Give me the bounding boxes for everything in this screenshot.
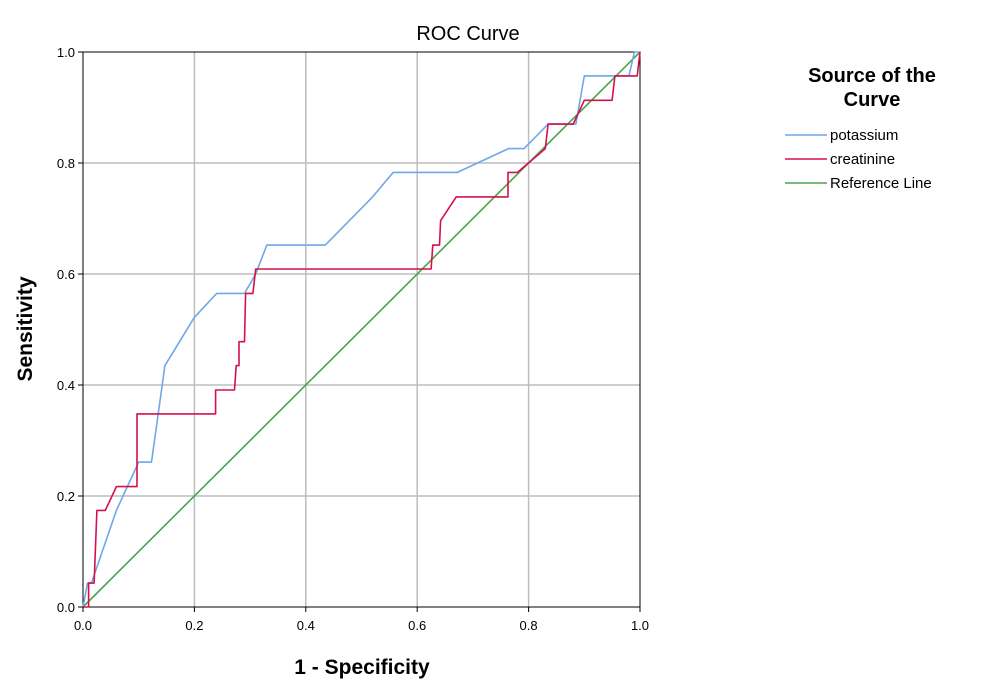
series-group xyxy=(82,51,641,608)
legend-label-creatinine: creatinine xyxy=(830,151,895,168)
y-axis-label: Sensitivity xyxy=(14,276,37,381)
y-tick-label: 0.8 xyxy=(57,156,75,171)
x-axis-ticks: 0.0 0.2 0.4 0.6 0.8 1.0 xyxy=(74,607,649,633)
legend-label-reference-line: Reference Line xyxy=(830,175,932,192)
y-tick-label: 0.2 xyxy=(57,489,75,504)
legend-title-line-2: Curve xyxy=(844,89,901,111)
y-tick-label: 0.0 xyxy=(57,600,75,615)
y-tick-label: 0.6 xyxy=(57,267,75,282)
chart-title: ROC Curve xyxy=(416,23,519,45)
x-tick-label: 0.8 xyxy=(520,618,538,633)
legend: Source of the Curve potassium creatinine R… xyxy=(785,65,936,192)
x-axis-label: 1 - Specificity xyxy=(294,656,430,679)
x-tick-label: 0.4 xyxy=(297,618,315,633)
series-line-potassium xyxy=(82,51,640,608)
x-tick-label: 0.0 xyxy=(74,618,92,633)
series-line-creatinine xyxy=(83,51,641,608)
legend-label-potassium: potassium xyxy=(830,127,898,144)
x-tick-label: 1.0 xyxy=(631,618,649,633)
y-tick-label: 1.0 xyxy=(57,45,75,60)
x-tick-label: 0.6 xyxy=(408,618,426,633)
legend-items: potassium creatinine Reference Line xyxy=(785,127,932,192)
y-tick-label: 0.4 xyxy=(57,378,75,393)
y-axis-ticks: 0.0 0.2 0.4 0.6 0.8 1.0 xyxy=(57,45,83,615)
legend-title-line-1: Source of the xyxy=(808,65,936,87)
series-line-reference-line xyxy=(82,51,641,608)
plot-frame xyxy=(82,51,641,608)
x-tick-label: 0.2 xyxy=(185,618,203,633)
